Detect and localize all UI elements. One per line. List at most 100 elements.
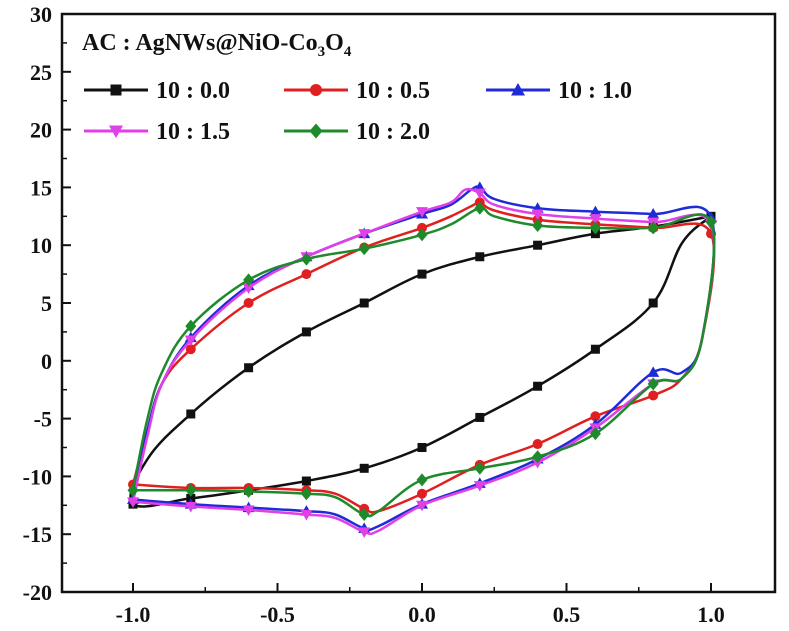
data-point xyxy=(358,229,371,240)
data-point xyxy=(647,221,659,235)
legend-title-prefix: AC : AgNWs@NiO-Co xyxy=(82,30,318,56)
data-point xyxy=(473,188,486,200)
series-line xyxy=(129,215,712,508)
data-point xyxy=(647,366,660,377)
data-point xyxy=(243,484,255,498)
data-point xyxy=(185,483,197,497)
legend-item-0: 10 : 0.0 xyxy=(84,78,230,104)
data-point xyxy=(242,505,255,516)
legend-marker xyxy=(511,83,525,96)
data-point xyxy=(301,476,311,486)
data-point xyxy=(531,209,544,220)
y-tick-label: -10 xyxy=(23,464,52,489)
y-tick-label: 5 xyxy=(41,291,52,316)
x-tick-label: -1.0 xyxy=(116,602,151,627)
y-tick-label: 0 xyxy=(41,349,52,374)
y-tick-label: 15 xyxy=(30,175,52,200)
series-4 xyxy=(127,201,717,522)
legend-item-2: 10 : 1.0 xyxy=(486,78,632,104)
data-point xyxy=(358,242,370,256)
data-point xyxy=(359,463,369,473)
y-tick-label: -20 xyxy=(23,580,52,605)
data-point xyxy=(590,344,600,354)
legend-label: 10 : 1.5 xyxy=(156,119,230,145)
data-point xyxy=(533,240,543,250)
series-line xyxy=(131,206,716,518)
legend-item-3: 10 : 1.5 xyxy=(84,119,230,145)
data-point xyxy=(244,363,254,373)
legend-label: 10 : 2.0 xyxy=(356,119,430,145)
axis-ticks-layer: -20 -15 -10 -5 0 5 10 15 20 25 30 -1.0 -0.5 0.0 0.5 1.0 xyxy=(23,2,725,627)
data-point xyxy=(705,215,717,229)
data-point xyxy=(648,390,659,401)
data-point xyxy=(648,298,658,308)
y-tick-label: 10 xyxy=(30,233,52,258)
data-point xyxy=(475,412,485,422)
x-tick-label: 0.0 xyxy=(408,602,436,627)
data-point xyxy=(300,252,312,266)
data-point xyxy=(473,481,486,492)
data-point xyxy=(590,411,601,422)
data-point xyxy=(417,222,427,233)
x-tick-label: -0.5 xyxy=(260,602,295,627)
data-point xyxy=(359,298,369,308)
data-point xyxy=(589,214,602,225)
data-point xyxy=(184,501,197,513)
data-point xyxy=(474,201,486,215)
data-point xyxy=(301,327,311,337)
legend-title-sub1: 3 xyxy=(318,44,326,60)
series-0 xyxy=(128,211,716,509)
data-point xyxy=(301,269,312,280)
data-point xyxy=(589,427,601,441)
data-point xyxy=(185,344,196,355)
y-tick-label: 30 xyxy=(30,2,52,27)
legend-marker xyxy=(309,123,323,139)
legend-title-mid: O xyxy=(325,30,344,56)
data-point xyxy=(533,381,543,391)
legend-marker xyxy=(110,84,122,96)
data-point xyxy=(300,487,312,501)
data-point xyxy=(185,319,197,333)
data-point xyxy=(127,497,139,508)
data-point xyxy=(242,283,255,294)
legend-label: 10 : 1.0 xyxy=(558,78,632,104)
data-point xyxy=(127,483,139,497)
data-point xyxy=(300,510,313,521)
legend-label: 10 : 0.0 xyxy=(156,78,230,104)
data-point xyxy=(474,461,486,475)
legend-label: 10 : 0.5 xyxy=(356,78,430,104)
data-point xyxy=(416,500,428,512)
legend-item-1: 10 : 0.5 xyxy=(284,78,430,104)
data-point xyxy=(416,473,428,487)
legend-marker xyxy=(109,125,123,138)
legend-title-sub2: 4 xyxy=(344,44,352,60)
series-line xyxy=(131,200,716,514)
data-point xyxy=(243,273,255,287)
data-point xyxy=(531,458,544,469)
data-point xyxy=(184,335,197,346)
data-point xyxy=(532,439,543,450)
data-point xyxy=(589,221,601,235)
data-point xyxy=(186,409,196,419)
y-tick-label: -15 xyxy=(23,522,52,547)
data-point xyxy=(532,450,544,464)
data-point xyxy=(358,508,370,522)
data-point xyxy=(417,269,427,279)
x-tick-label: 0.5 xyxy=(553,602,581,627)
x-tick-label: 1.0 xyxy=(697,602,725,627)
y-tick-label: 20 xyxy=(30,118,52,143)
data-point xyxy=(647,377,659,391)
legend-item-4: 10 : 2.0 xyxy=(284,119,430,145)
data-point xyxy=(416,207,428,218)
y-tick-label: 25 xyxy=(30,60,52,85)
legend-title: AC : AgNWs@NiO-Co3O4 xyxy=(82,30,352,60)
series-1 xyxy=(128,197,716,514)
data-point xyxy=(243,298,254,308)
data-point xyxy=(532,219,544,233)
legend: AC : AgNWs@NiO-Co3O4 10 : 0.0 10 : 0.5 10 … xyxy=(82,30,632,145)
data-point xyxy=(475,252,485,262)
data-point xyxy=(416,228,428,242)
y-tick-label: -5 xyxy=(34,407,52,432)
